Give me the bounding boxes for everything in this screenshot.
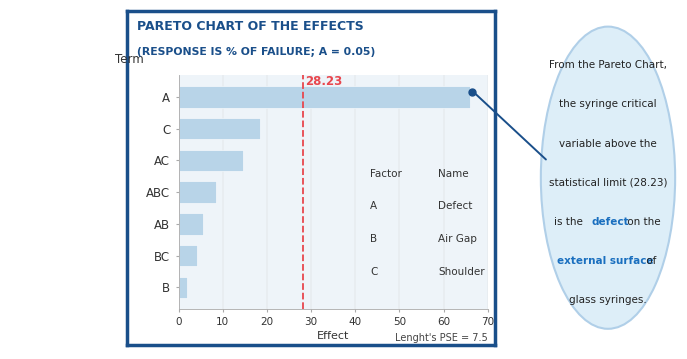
X-axis label: Effect: Effect bbox=[317, 331, 350, 341]
Text: (RESPONSE IS % OF FAILURE; A = 0.05): (RESPONSE IS % OF FAILURE; A = 0.05) bbox=[137, 47, 376, 57]
Text: Lenght's PSE = 7.5: Lenght's PSE = 7.5 bbox=[395, 333, 488, 343]
Text: external surface: external surface bbox=[557, 256, 653, 266]
Text: PARETO CHART OF THE EFFECTS: PARETO CHART OF THE EFFECTS bbox=[137, 20, 364, 33]
Bar bbox=[179, 213, 203, 235]
Bar bbox=[179, 181, 216, 203]
Text: variable above the: variable above the bbox=[559, 139, 657, 149]
Bar bbox=[179, 118, 260, 139]
Text: Name: Name bbox=[438, 169, 469, 179]
Text: defect: defect bbox=[592, 217, 629, 227]
Text: Defect: Defect bbox=[438, 201, 473, 211]
Text: 28.23: 28.23 bbox=[306, 75, 343, 88]
Bar bbox=[179, 245, 197, 266]
Text: Term: Term bbox=[115, 53, 144, 66]
Text: is the defect on the: is the defect on the bbox=[557, 217, 659, 227]
Text: on the: on the bbox=[624, 217, 661, 227]
Text: From the Pareto Chart,: From the Pareto Chart, bbox=[549, 60, 667, 70]
Text: the syringe critical: the syringe critical bbox=[559, 99, 657, 109]
Bar bbox=[179, 149, 243, 171]
Bar bbox=[179, 86, 470, 108]
Text: Factor: Factor bbox=[370, 169, 402, 179]
Text: C: C bbox=[370, 267, 378, 277]
Text: of: of bbox=[643, 256, 656, 266]
Ellipse shape bbox=[541, 27, 675, 329]
Text: B: B bbox=[370, 234, 377, 244]
Text: statistical limit (28.23): statistical limit (28.23) bbox=[549, 178, 667, 188]
Bar bbox=[179, 276, 188, 298]
Text: external surface of: external surface of bbox=[559, 256, 657, 266]
Text: A: A bbox=[370, 201, 377, 211]
Text: glass syringes.: glass syringes. bbox=[569, 295, 647, 305]
Text: Shoulder: Shoulder bbox=[438, 267, 485, 277]
Text: Air Gap: Air Gap bbox=[438, 234, 477, 244]
Text: is the: is the bbox=[554, 217, 587, 227]
